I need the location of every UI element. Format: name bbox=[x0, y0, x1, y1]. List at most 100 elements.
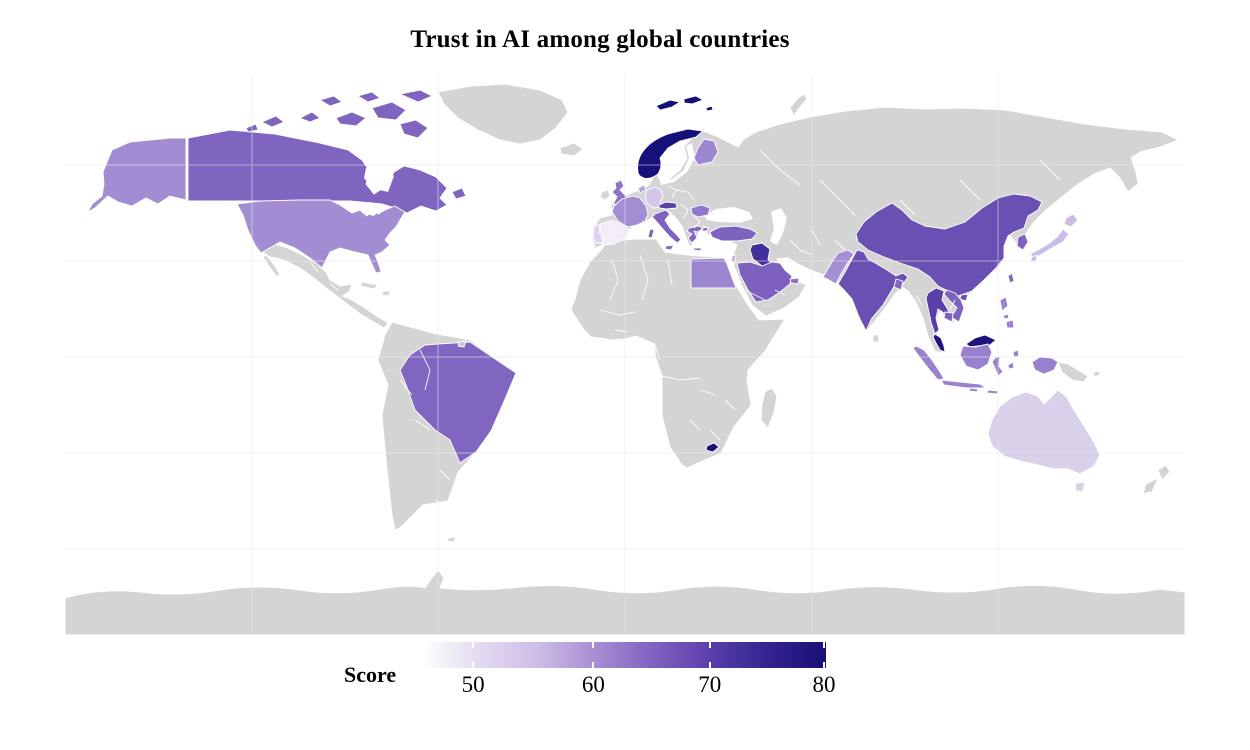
country-australia-tasmania bbox=[1074, 481, 1086, 493]
legend-tick-label: 60 bbox=[581, 672, 605, 697]
country-norway bbox=[637, 128, 704, 179]
scored-countries bbox=[87, 89, 1101, 493]
country-japan-hokkaido bbox=[1063, 213, 1079, 228]
country-italy-sardinia bbox=[647, 228, 655, 239]
country-japan-honshu bbox=[1029, 228, 1070, 259]
country-thailand bbox=[925, 287, 951, 335]
country-china bbox=[855, 193, 1043, 297]
country-finland bbox=[693, 138, 719, 166]
country-south-korea bbox=[1016, 233, 1029, 251]
country-greece bbox=[686, 225, 704, 244]
country-uae bbox=[789, 277, 800, 285]
landmass-novaya-zemlya bbox=[789, 93, 808, 117]
legend-colorbar bbox=[425, 642, 826, 668]
country-svalbard-1 bbox=[655, 99, 681, 111]
legend-tick-mark bbox=[708, 662, 711, 668]
country-lesotho bbox=[705, 442, 720, 453]
country-philippines-mindanao bbox=[1005, 319, 1015, 329]
country-indonesia-lesser-sunda-2 bbox=[986, 389, 999, 395]
legend-tick-mark bbox=[592, 642, 595, 648]
legend-tick-mark bbox=[592, 662, 595, 668]
country-philippines-luzon bbox=[999, 296, 1009, 312]
landmass-madagascar bbox=[760, 387, 778, 429]
country-austria bbox=[658, 201, 678, 210]
country-canada-arctic-island-2 bbox=[261, 115, 285, 128]
landmass-new-britain bbox=[1092, 370, 1101, 377]
landmass-new-zealand-south bbox=[1142, 477, 1159, 495]
country-cambodia bbox=[943, 311, 954, 323]
landmass-papua-new-guinea bbox=[1057, 361, 1089, 383]
country-indonesia-halmahera bbox=[1012, 349, 1020, 358]
legend-tick-mark bbox=[822, 642, 825, 648]
country-egypt bbox=[690, 257, 737, 289]
sea-black bbox=[704, 207, 753, 223]
sea-caspian bbox=[770, 208, 787, 245]
legend-tick-label: 70 bbox=[698, 672, 722, 697]
legend-tick-mark bbox=[708, 642, 711, 648]
country-canada-baffin-north bbox=[371, 101, 407, 121]
country-greece-crete bbox=[692, 247, 703, 252]
country-china-hainan bbox=[959, 293, 969, 302]
country-vietnam bbox=[943, 289, 965, 323]
country-canada-arctic-island-4 bbox=[357, 91, 381, 103]
country-canada-newfoundland bbox=[451, 187, 467, 200]
graticule-gridlines bbox=[65, 75, 1185, 637]
country-canada-arctic-island-1 bbox=[299, 111, 321, 123]
country-indonesia-sumatra bbox=[912, 345, 945, 381]
country-canada-baffin-south bbox=[399, 119, 429, 139]
country-indonesia-lesser-sunda-1 bbox=[968, 387, 979, 393]
country-canada-victoria-island bbox=[335, 111, 367, 127]
internal-country-borders bbox=[309, 149, 1061, 506]
inland-seas bbox=[660, 143, 787, 245]
country-turkey-thrace bbox=[701, 226, 709, 232]
country-indonesia-moluccas bbox=[1007, 361, 1015, 370]
country-japan-kyushu bbox=[1029, 254, 1038, 263]
country-australia bbox=[987, 389, 1101, 475]
legend-tick-label: 80 bbox=[812, 672, 836, 697]
landmass-ireland bbox=[599, 189, 611, 201]
landmass-falklands bbox=[446, 536, 457, 543]
country-canada-ellesmere bbox=[399, 89, 433, 103]
country-philippines-visayas bbox=[1002, 313, 1010, 320]
country-indonesia-java bbox=[940, 379, 987, 389]
chart-title: Trust in AI among global countries bbox=[410, 26, 790, 53]
sea-great-lakes bbox=[358, 202, 381, 216]
country-turkey bbox=[709, 225, 758, 242]
country-bangladesh bbox=[893, 278, 904, 291]
landmass-hispaniola bbox=[381, 290, 392, 297]
sea-baltic bbox=[660, 143, 695, 185]
legend-title: Score bbox=[344, 662, 397, 687]
country-romania bbox=[690, 204, 711, 218]
country-usa-alaska bbox=[87, 137, 187, 213]
country-portugal bbox=[592, 224, 604, 244]
landmass-greenland bbox=[437, 83, 569, 145]
country-french-guiana bbox=[457, 340, 467, 348]
lakes bbox=[358, 164, 394, 216]
country-spain bbox=[597, 219, 631, 246]
country-canada bbox=[187, 129, 448, 214]
landmass-new-zealand-north bbox=[1157, 464, 1171, 481]
country-israel bbox=[730, 254, 737, 264]
legend-tick-label: 50 bbox=[461, 672, 485, 697]
landmass-cuba bbox=[359, 281, 379, 290]
country-pakistan bbox=[822, 249, 855, 285]
landmass-sri-lanka bbox=[872, 333, 880, 343]
legend-tick-mark bbox=[822, 662, 825, 668]
country-canada-arctic-island-5 bbox=[319, 95, 343, 107]
country-italy bbox=[651, 209, 682, 244]
country-indonesia-papua bbox=[1031, 356, 1059, 375]
sea-hudson-bay bbox=[364, 164, 394, 192]
landmass-iceland bbox=[559, 142, 584, 157]
country-france bbox=[611, 195, 649, 228]
country-india bbox=[837, 249, 909, 332]
country-netherlands bbox=[637, 184, 647, 194]
country-usa-mainland bbox=[236, 199, 406, 274]
country-svalbard-2 bbox=[683, 95, 704, 105]
country-taiwan bbox=[1007, 272, 1015, 284]
country-svalbard-3 bbox=[705, 105, 714, 112]
legend-tick-mark bbox=[472, 662, 475, 668]
legend-tick-mark bbox=[472, 642, 475, 648]
country-malaysia-peninsula bbox=[932, 333, 946, 353]
country-italy-sicily bbox=[664, 244, 675, 251]
